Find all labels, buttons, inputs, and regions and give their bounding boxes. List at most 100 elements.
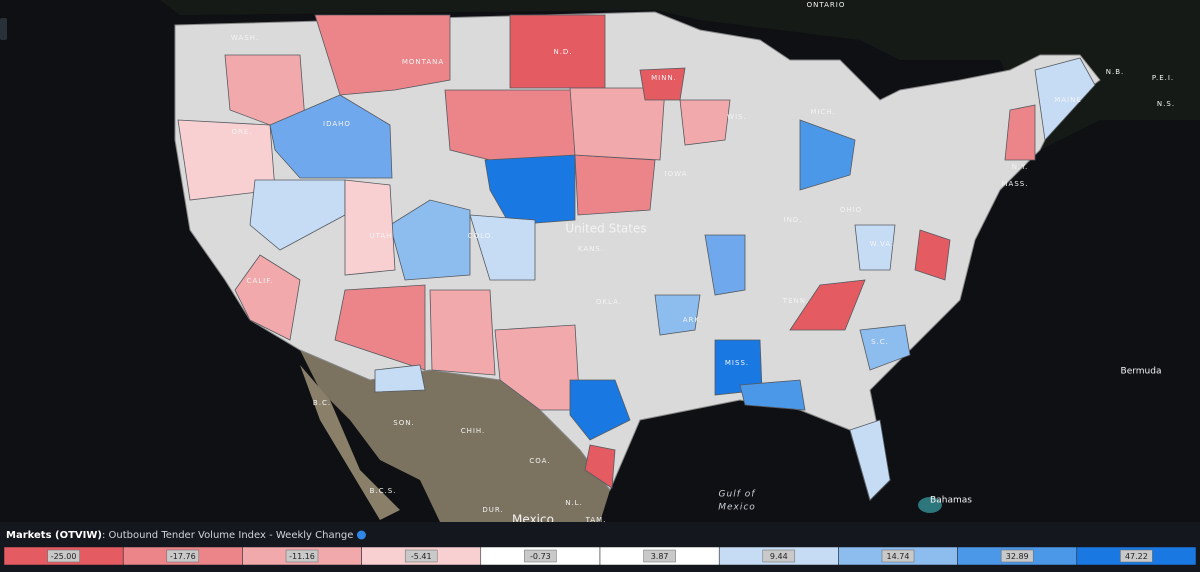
place-label: MAINE: [1054, 96, 1082, 104]
side-toggle[interactable]: [0, 18, 7, 40]
place-label: MINN.: [651, 74, 677, 82]
region: [639, 67, 686, 101]
canada: [160, 0, 1200, 150]
place-label: N.L.: [565, 499, 583, 507]
legend-title: Markets (OTVIW): [6, 530, 102, 541]
legend-label-box: [881, 549, 915, 563]
place-label: W.VA.: [870, 240, 895, 248]
legend-heading: Markets (OTVIW): Outbound Tender Volume …: [6, 530, 353, 541]
sea-label: Gulf of: [719, 490, 757, 500]
region: [789, 279, 866, 331]
place-label: MONTANA: [402, 58, 444, 66]
info-circle: [356, 530, 366, 540]
place-label: WIS.: [727, 113, 747, 121]
place-label: CHIH.: [461, 427, 486, 435]
place-label: DUR.: [482, 506, 503, 514]
place-label: ONTARIO: [807, 1, 846, 9]
region: [569, 379, 631, 441]
legend-label: -5.41: [411, 552, 432, 561]
region: [334, 284, 426, 371]
region: [374, 364, 426, 393]
legend-label: -25.00: [51, 552, 77, 561]
legend-label-box: [643, 549, 676, 563]
legend-label-box: [285, 549, 319, 563]
legend-scale: -25.00 -17.76 -11.16 -5.41 -0.73 3.87 9.44 14.7…: [3, 546, 1197, 566]
region: [914, 229, 951, 281]
place-label: WASH.: [231, 34, 259, 42]
legend-label: 14.74: [887, 552, 910, 561]
region: [739, 379, 806, 411]
place-label: MICH.: [810, 108, 835, 116]
sea-label: Mexico: [718, 503, 756, 513]
place-label: ORE.: [231, 128, 252, 136]
region: [854, 224, 896, 271]
place-label: B.C.: [313, 399, 331, 407]
legend-label-box: [1000, 549, 1034, 563]
region: [1034, 57, 1096, 141]
legend-label: 47.22: [1125, 552, 1148, 561]
region: [234, 254, 301, 341]
place-label: MISS.: [725, 359, 749, 367]
mexico: [300, 350, 610, 522]
legend-label: 3.87: [651, 552, 669, 561]
region: [469, 214, 536, 281]
region: [249, 179, 346, 251]
region: [269, 94, 393, 179]
legend-label-box: [1120, 549, 1153, 563]
place-label: OHIO: [840, 206, 862, 214]
legend-subtitle: : Outbound Tender Volume Index - Weekly …: [102, 530, 353, 541]
region: [1004, 104, 1036, 161]
country-label: United States: [565, 222, 646, 236]
place-label: TAM.: [585, 516, 607, 524]
region: [859, 324, 911, 371]
legend-label: -0.73: [530, 552, 551, 561]
place-label: OKLA.: [596, 298, 622, 306]
place-label: ARK.: [683, 316, 703, 324]
place-label: SON.: [393, 419, 414, 427]
region: [584, 444, 616, 489]
region: [574, 154, 656, 216]
place-label: B.C.S.: [370, 487, 397, 495]
place-label: CALIF.: [247, 277, 274, 285]
legend-label-box: [404, 549, 438, 563]
market-regions: [177, 14, 1096, 501]
region: [429, 289, 496, 376]
place-label: MASS.: [1002, 180, 1029, 188]
region: [314, 14, 451, 96]
region: [799, 119, 856, 191]
place-label: IDAHO: [323, 120, 351, 128]
legend-label-box: [524, 549, 557, 563]
legend-label-box: [47, 549, 80, 563]
place-label: P.E.I.: [1152, 74, 1174, 82]
place-label: COLO.: [468, 232, 495, 240]
place-label: UTAH: [370, 232, 393, 240]
place-label: S.C.: [871, 338, 889, 346]
region: [344, 179, 396, 276]
place-label: COA.: [529, 457, 550, 465]
place-label: TENN.: [782, 297, 809, 305]
region: [704, 234, 746, 296]
legend-label: 32.89: [1006, 552, 1029, 561]
legend-label: -17.76: [170, 552, 196, 561]
place-label: N.Y.: [1012, 163, 1029, 171]
info-icon[interactable]: [356, 530, 366, 540]
place-label: N.B.: [1106, 68, 1125, 76]
legend-label: 9.44: [770, 552, 788, 561]
place-label: KANS.: [578, 245, 604, 253]
region: [494, 324, 581, 411]
legend-label: -11.16: [289, 552, 315, 561]
place-label: N.S.: [1157, 100, 1175, 108]
region: [389, 199, 471, 281]
region: [569, 87, 666, 161]
region: [444, 89, 576, 161]
baja: [300, 365, 400, 520]
bahamas-shallows: [918, 497, 942, 513]
place-label: N.D.: [553, 48, 572, 56]
place-label: IOWA: [665, 170, 688, 178]
region: [679, 99, 731, 146]
place-label: IND.: [784, 216, 803, 224]
map-labels: ONTARIO WASH. MONTANA N.D. MINN. IDAHO O…: [231, 1, 1175, 527]
region: [849, 419, 891, 501]
